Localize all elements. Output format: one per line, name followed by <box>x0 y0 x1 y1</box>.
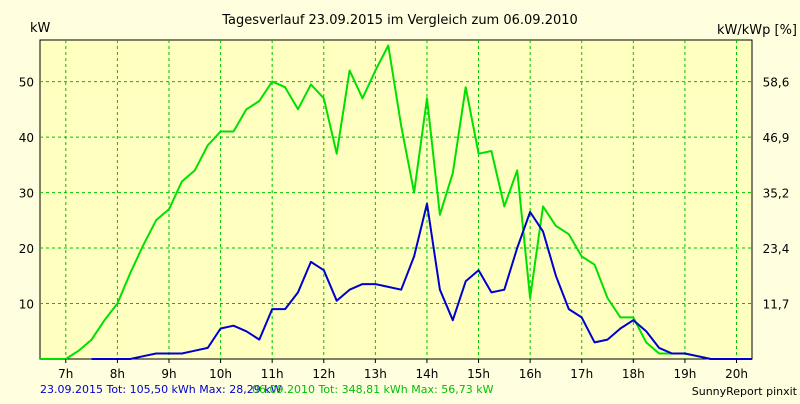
footer-stats-2010: 06.09.2010 Tot: 348,81 kWh Max: 56,73 kW <box>252 383 494 396</box>
x-tick-label: 9h <box>161 367 176 381</box>
y-tick-label-right: 58,6 <box>763 76 790 90</box>
y-tick-label-left: 40 <box>19 131 34 145</box>
x-tick-label: 19h <box>673 367 696 381</box>
x-tick-label: 8h <box>110 367 125 381</box>
y-tick-label-right: 23,4 <box>763 242 790 256</box>
y-tick-label-left: 50 <box>19 76 34 90</box>
x-tick-label: 12h <box>312 367 335 381</box>
y-tick-label-right: 46,9 <box>763 131 790 145</box>
series-line-1 <box>40 44 752 360</box>
x-tick-label: 11h <box>261 367 284 381</box>
x-tick-label: 14h <box>416 367 439 381</box>
x-tick-label: 20h <box>725 367 748 381</box>
series-line-2 <box>91 202 752 360</box>
x-tick-label: 7h <box>58 367 73 381</box>
x-tick-label: 13h <box>364 367 387 381</box>
credit-text: SunnyReport pinxit <box>692 385 798 398</box>
x-tick-label: 15h <box>467 367 490 381</box>
x-tick-label: 18h <box>622 367 645 381</box>
x-tick-label: 17h <box>570 367 593 381</box>
y-axis-right-label: kW/kWp [%] <box>717 23 797 38</box>
grid <box>40 40 752 359</box>
x-tick-label: 16h <box>519 367 542 381</box>
y-tick-label-right: 11,7 <box>763 298 790 312</box>
footer-stats-2015: 23.09.2015 Tot: 105,50 kWh Max: 28,29 kW <box>40 383 282 396</box>
y-tick-label-left: 20 <box>19 242 34 256</box>
chart-title: Tagesverlauf 23.09.2015 im Vergleich zum… <box>221 13 578 28</box>
y-tick-label-left: 30 <box>19 187 34 201</box>
y-axis-left-label: kW <box>30 21 51 36</box>
x-tick-label: 10h <box>209 367 232 381</box>
tick-labels: 7h 8h 9h 10h 11h 12h 13h 14h 15h 16h 17h 18h 19h 20h 1… <box>19 76 790 381</box>
y-tick-label-right: 35,2 <box>763 187 790 201</box>
series-lines <box>40 44 752 360</box>
y-tick-label-left: 10 <box>19 298 34 312</box>
